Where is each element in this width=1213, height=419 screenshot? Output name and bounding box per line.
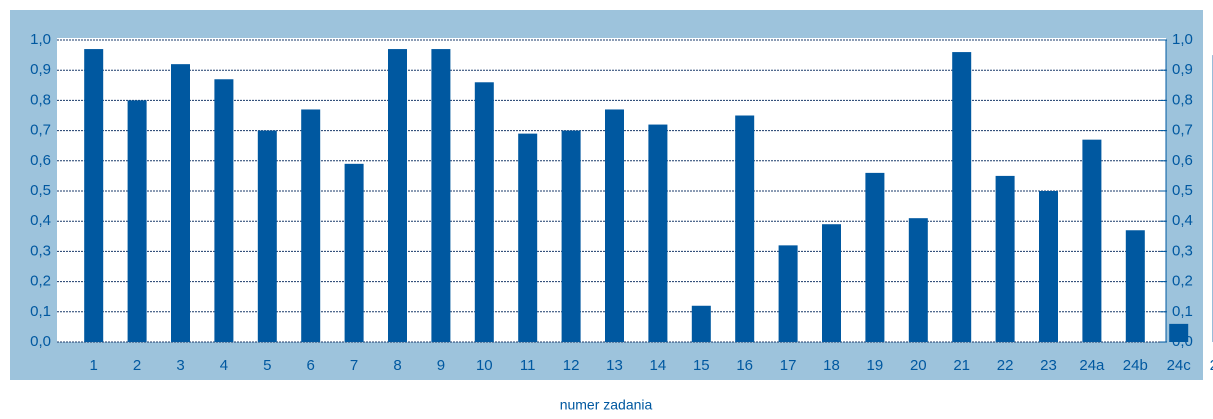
y2-tick-label: 0,7 <box>1172 122 1193 139</box>
bar <box>692 306 711 342</box>
x-tick-label: 6 <box>307 357 315 374</box>
y-tick-label: 0,6 <box>30 152 51 169</box>
x-tick-label: 7 <box>350 357 358 374</box>
bar <box>345 164 364 342</box>
bar <box>388 49 407 342</box>
y2-tick-label: 0,3 <box>1172 242 1193 259</box>
x-tick-label: 24a <box>1079 357 1105 374</box>
bar <box>822 224 841 342</box>
y-tick-label: 0,7 <box>30 122 51 139</box>
bar <box>301 109 320 342</box>
x-tick-label: 9 <box>437 357 445 374</box>
bar <box>1169 324 1188 342</box>
bar <box>518 134 537 342</box>
x-tick-label: 22 <box>997 357 1014 374</box>
x-tick-label: 8 <box>393 357 401 374</box>
x-tick-label: 13 <box>606 357 623 374</box>
x-tick-label: 10 <box>476 357 493 374</box>
y-tick-label: 0,8 <box>30 91 51 108</box>
bar <box>84 49 103 342</box>
bar <box>909 218 928 342</box>
bar <box>1039 191 1058 342</box>
bar <box>431 49 450 342</box>
bar <box>258 131 277 342</box>
bar <box>214 79 233 342</box>
x-tick-label: 1 <box>90 357 98 374</box>
y2-tick-label: 0,8 <box>1172 91 1193 108</box>
y-tick-label: 0,5 <box>30 182 51 199</box>
y-tick-label: 0,3 <box>30 242 51 259</box>
x-axis-label: numer zadania <box>560 397 653 413</box>
x-tick-label: 2 <box>133 357 141 374</box>
x-tick-label: 19 <box>867 357 884 374</box>
bar <box>1126 230 1145 342</box>
x-tick-label: 16 <box>736 357 753 374</box>
bar <box>952 52 971 342</box>
y2-tick-label: 0,1 <box>1172 303 1193 320</box>
x-tick-label: 5 <box>263 357 271 374</box>
x-tick-label: 11 <box>520 357 536 374</box>
bar <box>605 109 624 342</box>
y-tick-label: 0,4 <box>30 212 51 229</box>
x-tick-label: 20 <box>910 357 927 374</box>
y-tick-label: 0,1 <box>30 303 51 320</box>
y2-tick-label: 0,5 <box>1172 182 1193 199</box>
y2-tick-label: 0,9 <box>1172 61 1193 78</box>
y2-tick-label: 0,6 <box>1172 152 1193 169</box>
bar <box>475 82 494 342</box>
bar <box>865 173 884 342</box>
y2-tick-label: 0,2 <box>1172 273 1193 290</box>
x-tick-label: 23 <box>1040 357 1057 374</box>
y2-tick-label: 1,0 <box>1172 31 1193 48</box>
x-tick-label: 3 <box>176 357 184 374</box>
x-tick-label: 18 <box>823 357 840 374</box>
x-tick-label: 21 <box>953 357 970 374</box>
y-tick-label: 0,9 <box>30 61 51 78</box>
bar <box>648 125 667 342</box>
bar <box>735 116 754 343</box>
y-tick-label: 0,0 <box>30 333 51 350</box>
y-tick-label: 1,0 <box>30 31 51 48</box>
x-tick-label: 17 <box>780 357 797 374</box>
y-tick-label: 0,2 <box>30 273 51 290</box>
x-tick-label: 14 <box>650 357 667 374</box>
bar <box>562 131 581 342</box>
x-tick-label: 12 <box>563 357 580 374</box>
y2-tick-label: 0,4 <box>1172 212 1193 229</box>
x-tick-label: 4 <box>220 357 228 374</box>
bar <box>1082 140 1101 342</box>
bar <box>779 245 798 342</box>
bar <box>171 64 190 342</box>
bar <box>128 100 147 342</box>
x-tick-label: 15 <box>693 357 710 374</box>
x-tick-label: 24d <box>1210 357 1213 374</box>
bar <box>996 176 1015 342</box>
x-tick-label: 24b <box>1123 357 1148 374</box>
x-tick-label: 24c <box>1167 357 1192 374</box>
